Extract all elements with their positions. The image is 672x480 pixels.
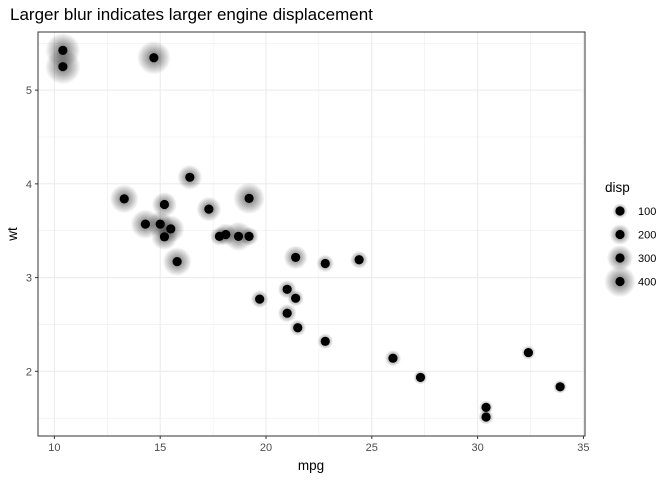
point-marker <box>244 231 254 241</box>
y-tick-label: 5 <box>26 85 32 97</box>
data-point <box>151 192 177 217</box>
data-point <box>316 254 335 273</box>
point-marker <box>523 347 533 358</box>
y-tick-label: 2 <box>26 366 32 378</box>
data-point <box>45 32 81 68</box>
point-marker <box>155 219 165 229</box>
legend-label: 400 <box>638 277 656 289</box>
point-marker <box>291 293 301 303</box>
y-tick-label: 3 <box>26 273 32 285</box>
data-point <box>317 333 334 350</box>
data-point <box>283 245 308 270</box>
data-point <box>209 226 229 246</box>
y-axis: 2 3 4 5 <box>26 85 38 378</box>
data-point <box>289 319 306 336</box>
x-tick-label: 35 <box>577 442 589 454</box>
x-tick-label: 25 <box>366 442 378 454</box>
point-marker <box>555 382 565 392</box>
point-marker <box>119 194 129 204</box>
data-point <box>109 184 139 214</box>
legend-entry: 100 <box>612 203 656 219</box>
data-point <box>233 182 265 215</box>
point-marker <box>293 323 303 333</box>
point-marker <box>291 252 301 263</box>
point-marker <box>185 172 195 182</box>
point-marker <box>255 294 265 304</box>
legend: disp 100 200 300 400 <box>604 180 656 298</box>
data-point <box>239 226 259 246</box>
point-marker <box>282 308 292 318</box>
point-marker <box>159 199 170 210</box>
point-marker <box>320 258 330 269</box>
point-marker <box>214 231 225 241</box>
legend-key-marker <box>615 276 625 287</box>
point-marker <box>149 53 159 63</box>
legend-label: 200 <box>638 230 656 242</box>
plot-grid <box>38 32 585 436</box>
x-axis-title: mpg <box>298 458 324 473</box>
plot-points <box>45 32 568 425</box>
data-point <box>478 409 494 425</box>
data-point <box>196 196 222 222</box>
point-marker <box>481 412 491 422</box>
legend-label: 100 <box>638 206 656 218</box>
point-marker <box>244 193 254 203</box>
legend-key-marker <box>615 253 625 263</box>
y-tick-label: 4 <box>26 179 32 191</box>
x-tick-label: 30 <box>471 442 483 454</box>
data-point <box>177 164 203 190</box>
point-marker <box>282 284 292 294</box>
data-point <box>413 370 428 385</box>
x-tick-label: 20 <box>260 442 272 454</box>
legend-entry: 300 <box>606 244 656 272</box>
chart-title: Larger blur indicates larger engine disp… <box>10 5 373 24</box>
data-point <box>521 345 536 360</box>
point-marker <box>172 257 182 267</box>
legend-key-marker <box>615 206 625 216</box>
legend-entry: 200 <box>609 224 656 245</box>
x-tick-label: 15 <box>154 442 166 454</box>
data-point <box>350 250 369 269</box>
point-marker <box>204 204 214 214</box>
x-tick-label: 10 <box>48 442 60 454</box>
data-point <box>250 290 269 309</box>
data-point <box>384 349 402 367</box>
legend-entry: 400 <box>604 265 656 298</box>
legend-key-marker <box>615 229 625 240</box>
y-axis-title: wt <box>5 227 20 242</box>
data-point <box>287 289 304 307</box>
point-marker <box>58 45 68 55</box>
plot-panel-border <box>37 31 586 437</box>
data-point <box>162 247 192 277</box>
legend-title: disp <box>605 180 630 195</box>
point-marker <box>388 353 398 363</box>
legend-label: 300 <box>638 253 656 265</box>
data-point <box>147 211 174 238</box>
point-marker <box>415 372 426 383</box>
x-axis: 10 15 20 25 30 35 <box>48 436 590 454</box>
data-point <box>553 379 568 394</box>
data-point <box>277 303 297 323</box>
point-marker <box>481 402 491 413</box>
point-marker <box>354 255 364 265</box>
point-marker <box>320 336 330 346</box>
data-point <box>136 40 171 75</box>
